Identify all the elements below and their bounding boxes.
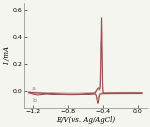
Y-axis label: I /mA: I /mA — [3, 46, 11, 65]
Text: a: a — [32, 86, 36, 91]
Text: b: b — [32, 98, 36, 103]
X-axis label: E/V(vs. Ag/AgCl): E/V(vs. Ag/AgCl) — [56, 116, 115, 124]
